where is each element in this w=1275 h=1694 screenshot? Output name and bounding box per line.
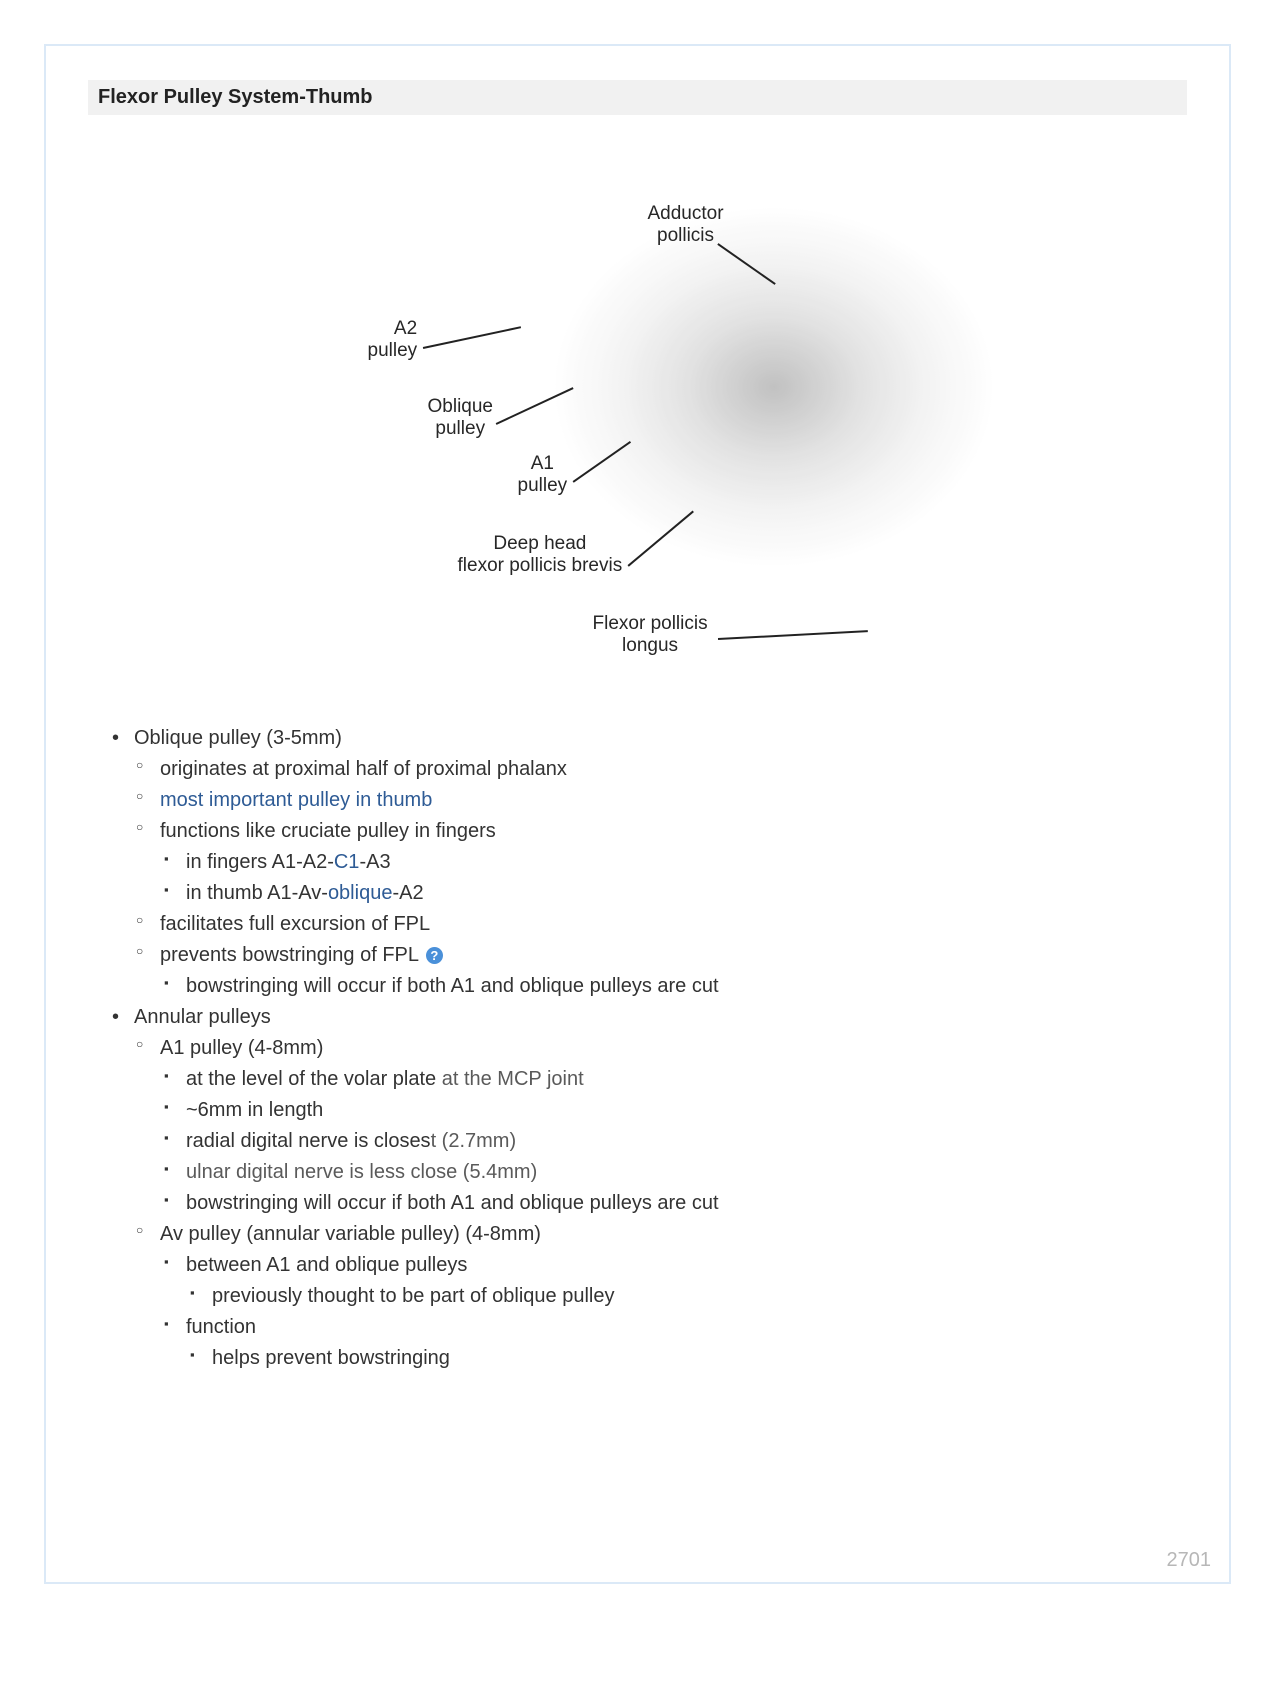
page-frame: Flexor Pulley System-Thumb Adductorpolli…	[44, 44, 1231, 1584]
list-item: between A1 and oblique pulleys previousl…	[160, 1250, 1187, 1312]
figure-label-fpl: Flexor pollicislongus	[593, 613, 708, 657]
figure-label-a1-pulley: A1pulley	[518, 453, 568, 497]
list-item: ~6mm in length	[160, 1095, 1187, 1126]
list-item: Oblique pulley (3-5mm) originates at pro…	[108, 723, 1187, 1002]
list-text: -A2	[392, 882, 423, 904]
content-list: Oblique pulley (3-5mm) originates at pro…	[108, 723, 1187, 1374]
list-item: originates at proximal half of proximal …	[134, 754, 1187, 785]
figure-label-adductor-pollicis: Adductorpollicis	[648, 203, 724, 247]
help-icon[interactable]: ?	[426, 947, 443, 964]
anatomy-figure: Adductorpollicis A2pulley Obliquepulley …	[258, 133, 1018, 693]
figure-label-a2-pulley: A2pulley	[368, 318, 418, 362]
list-text: prevents bowstringing of FPL	[160, 944, 418, 966]
figure-label-oblique-pulley: Obliquepulley	[428, 396, 494, 440]
emphasis-link[interactable]: most important pulley in thumb	[160, 789, 432, 811]
list-text: functions like cruciate pulley in finger…	[160, 820, 496, 842]
list-text: bowstringing will occur if both A1 and o…	[186, 975, 719, 997]
list-item: in fingers A1-A2-C1-A3	[160, 847, 1187, 878]
list-item: most important pulley in thumb	[134, 785, 1187, 816]
list-text: in thumb A1-Av-	[186, 882, 328, 904]
list-item: bowstringing will occur if both A1 and o…	[160, 971, 1187, 1002]
page-number: 2701	[1167, 1549, 1212, 1572]
list-text: bowstringing will occur if both A1 and o…	[186, 1192, 719, 1214]
list-text: Annular pulleys	[134, 1006, 271, 1028]
list-text: in fingers A1-A2-	[186, 851, 334, 873]
section-header: Flexor Pulley System-Thumb	[88, 80, 1187, 115]
list-text: radial digital nerve is closes	[186, 1130, 431, 1152]
list-item: in thumb A1-Av-oblique-A2	[160, 878, 1187, 909]
list-item: functions like cruciate pulley in finger…	[134, 816, 1187, 909]
list-text: facilitates full excursion of FPL	[160, 913, 430, 935]
figure-label-deep-head-fpb: Deep headflexor pollicis brevis	[458, 533, 623, 577]
list-text: A1 pulley (4-8mm)	[160, 1037, 323, 1059]
list-text: ~6mm in length	[186, 1099, 323, 1121]
list-text-muted: at the MCP joint	[436, 1068, 583, 1090]
list-item: Av pulley (annular variable pulley) (4-8…	[134, 1219, 1187, 1374]
list-item: at the level of the volar plate at the M…	[160, 1064, 1187, 1095]
list-text-muted: t (2.7mm)	[431, 1130, 517, 1152]
list-item: prevents bowstringing of FPL ? bowstring…	[134, 940, 1187, 1002]
list-text-muted: ulnar digital nerve is less close (5.4mm…	[186, 1161, 537, 1183]
list-text: helps prevent bowstringing	[212, 1347, 450, 1369]
list-text: between A1 and oblique pulleys	[186, 1254, 467, 1276]
list-item: ulnar digital nerve is less close (5.4mm…	[160, 1157, 1187, 1188]
list-text: Oblique pulley (3-5mm)	[134, 727, 342, 749]
list-item: radial digital nerve is closest (2.7mm)	[160, 1126, 1187, 1157]
list-item: bowstringing will occur if both A1 and o…	[160, 1188, 1187, 1219]
list-item: function helps prevent bowstringing	[160, 1312, 1187, 1374]
list-text: -A3	[359, 851, 390, 873]
list-item: A1 pulley (4-8mm) at the level of the vo…	[134, 1033, 1187, 1219]
inline-link[interactable]: C1	[334, 851, 360, 873]
list-text: originates at proximal half of proximal …	[160, 758, 567, 780]
list-text: Av pulley (annular variable pulley) (4-8…	[160, 1223, 541, 1245]
list-item: helps prevent bowstringing	[186, 1343, 1187, 1374]
list-text: function	[186, 1316, 256, 1338]
list-text: at the level of the volar plate	[186, 1068, 436, 1090]
list-text: previously thought to be part of oblique…	[212, 1285, 615, 1307]
list-item: previously thought to be part of oblique…	[186, 1281, 1187, 1312]
list-item: facilitates full excursion of FPL	[134, 909, 1187, 940]
inline-link[interactable]: oblique	[328, 882, 393, 904]
list-item: Annular pulleys A1 pulley (4-8mm) at the…	[108, 1002, 1187, 1374]
